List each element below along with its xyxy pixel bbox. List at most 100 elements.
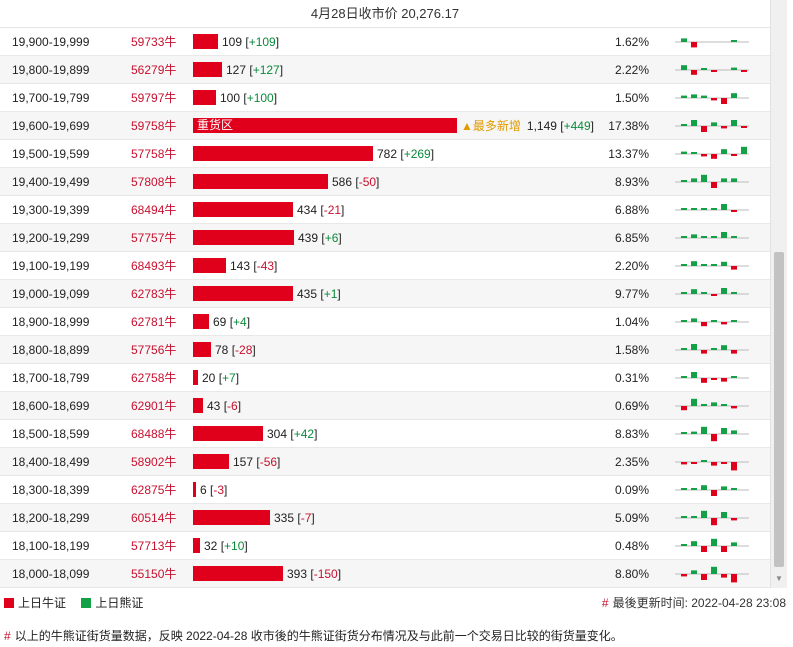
sparkbar (711, 378, 717, 380)
cbbc-code-link[interactable]: 55150牛 (131, 567, 177, 581)
table-row[interactable]: 19,600-19,699 59758牛 重货区 ▲最多新增 1,149 [+449] 1… (0, 112, 770, 140)
cbbc-code-link[interactable]: 59797牛 (131, 91, 177, 105)
cbbc-code-link[interactable]: 57758牛 (131, 147, 177, 161)
cbbc-code-link[interactable]: 57808牛 (131, 175, 177, 189)
sparkbar (701, 68, 707, 70)
table-row[interactable]: 19,900-19,999 59733牛 109 [+109] 1.62% (0, 28, 770, 56)
sparkbar (701, 460, 707, 462)
sparkbar (681, 348, 687, 350)
price-range: 18,100-18,199 (12, 539, 90, 553)
sparkbar (711, 98, 717, 101)
sparkbar (731, 210, 737, 212)
table-row[interactable]: 19,100-19,199 68493牛 143 [-43] 2.20% (0, 252, 770, 280)
sparkbar (731, 93, 737, 98)
cbbc-code-link[interactable]: 60514牛 (131, 511, 177, 525)
quantity-value: 304 [+42] (267, 427, 318, 441)
sparkbar (691, 398, 697, 406)
sparkbar (701, 236, 707, 238)
quantity-change: +10 (224, 539, 245, 553)
price-range: 18,800-18,899 (12, 343, 90, 357)
sparkbar (731, 178, 737, 182)
percentage: 8.80% (614, 567, 649, 581)
percentage: 0.31% (614, 371, 649, 385)
sparkbar (701, 322, 707, 327)
percentage: 6.88% (614, 203, 649, 217)
quantity-change: -43 (256, 259, 275, 273)
legend-bull: 上日牛证 (4, 596, 66, 610)
quantity-change: -21 (323, 203, 342, 217)
cbbc-code-link[interactable]: 58902牛 (131, 455, 177, 469)
table-row[interactable]: 18,600-18,699 62901牛 43 [-6] 0.69% (0, 392, 770, 420)
sparkbar (701, 404, 707, 406)
most-new-badge: ▲最多新增 (461, 119, 521, 133)
cbbc-code-link[interactable]: 57756牛 (131, 343, 177, 357)
price-range: 19,600-19,699 (12, 119, 90, 133)
sparkbar (681, 208, 687, 210)
sparkbar (681, 432, 687, 434)
history-sparkbars (675, 426, 749, 442)
cbbc-code-link[interactable]: 68488牛 (131, 427, 177, 441)
quantity-value: 78 [-28] (215, 343, 256, 357)
cbbc-code-link[interactable]: 62781牛 (131, 315, 177, 329)
cbbc-code-link[interactable]: 56279牛 (131, 63, 177, 77)
table-row[interactable]: 18,200-18,299 60514牛 335 [-7] 5.09% (0, 504, 770, 532)
table-row[interactable]: 19,400-19,499 57808牛 586 [-50] 8.93% (0, 168, 770, 196)
quantity-value: 109 [+109] (222, 35, 280, 49)
quantity-value: 69 [+4] (213, 315, 251, 329)
table-row[interactable]: 19,300-19,399 68494牛 434 [-21] 6.88% (0, 196, 770, 224)
table-row[interactable]: 19,200-19,299 57757牛 439 [+6] 6.85% (0, 224, 770, 252)
quantity-number: 586 (332, 175, 353, 189)
sparkbar (691, 462, 697, 464)
quantity-value: 434 [-21] (297, 203, 345, 217)
sparkbar (721, 462, 727, 464)
sparkbar (711, 434, 717, 442)
table-row[interactable]: 18,300-18,399 62875牛 6 [-3] 0.09% (0, 476, 770, 504)
history-sparkbars (675, 372, 749, 383)
history-sparkbars (675, 38, 749, 48)
cbbc-code-link[interactable]: 62875牛 (131, 483, 177, 497)
table-row[interactable]: 18,000-18,099 55150牛 393 [-150] 8.80% (0, 560, 770, 588)
sparkbar (731, 376, 737, 378)
cbbc-code-link[interactable]: 68494牛 (131, 203, 177, 217)
cbbc-code-link[interactable]: 62758牛 (131, 371, 177, 385)
sparkbar (711, 402, 717, 406)
sparkbar (711, 154, 717, 159)
quantity-number: 32 (204, 539, 218, 553)
price-range: 19,300-19,399 (12, 203, 90, 217)
table-row[interactable]: 19,000-19,099 62783牛 435 [+1] 9.77% (0, 280, 770, 308)
quantity-change: +1 (323, 287, 338, 301)
table-row[interactable]: 18,400-18,499 58902牛 157 [-56] 2.35% (0, 448, 770, 476)
sparkbar (711, 538, 717, 546)
cbbc-code-link[interactable]: 62901牛 (131, 399, 177, 413)
quantity-bar (193, 230, 294, 245)
quantity-change: +6 (324, 231, 339, 245)
sparkbar (741, 70, 747, 72)
scroll-down-arrow-icon[interactable]: ▼ (775, 574, 783, 583)
percentage: 1.58% (614, 343, 649, 357)
sparkbar (681, 320, 687, 322)
sparkbar (681, 462, 687, 465)
cbbc-code-link[interactable]: 59733牛 (131, 35, 177, 49)
cbbc-code-link[interactable]: 57713牛 (131, 539, 177, 553)
quantity-bar (193, 286, 293, 301)
quantity-bar (193, 398, 203, 413)
cbbc-code-link[interactable]: 62783牛 (131, 287, 177, 301)
table-row[interactable]: 18,700-18,799 62758牛 20 [+7] 0.31% (0, 364, 770, 392)
quantity-bar (193, 538, 200, 553)
sparkbar (711, 208, 717, 210)
percentage: 1.50% (614, 91, 649, 105)
table-row[interactable]: 19,800-19,899 56279牛 127 [+127] 2.22% (0, 56, 770, 84)
vertical-scrollbar[interactable]: ▼ (770, 0, 787, 588)
scrollbar-thumb[interactable] (774, 252, 784, 567)
table-row[interactable]: 18,500-18,599 68488牛 304 [+42] 8.83% (0, 420, 770, 448)
table-row[interactable]: 18,800-18,899 57756牛 78 [-28] 1.58% (0, 336, 770, 364)
cbbc-code-link[interactable]: 68493牛 (131, 259, 177, 273)
table-row[interactable]: 18,900-18,999 62781牛 69 [+4] 1.04% (0, 308, 770, 336)
table-row[interactable]: 18,100-18,199 57713牛 32 [+10] 0.48% (0, 532, 770, 560)
cbbc-code-link[interactable]: 59758牛 (131, 119, 177, 133)
table-row[interactable]: 19,700-19,799 59797牛 100 [+100] 1.50% (0, 84, 770, 112)
cbbc-code-link[interactable]: 57757牛 (131, 231, 177, 245)
sparkbar (681, 574, 687, 577)
table-row[interactable]: 19,500-19,599 57758牛 782 [+269] 13.37% (0, 140, 770, 168)
percentage: 2.20% (614, 259, 649, 273)
